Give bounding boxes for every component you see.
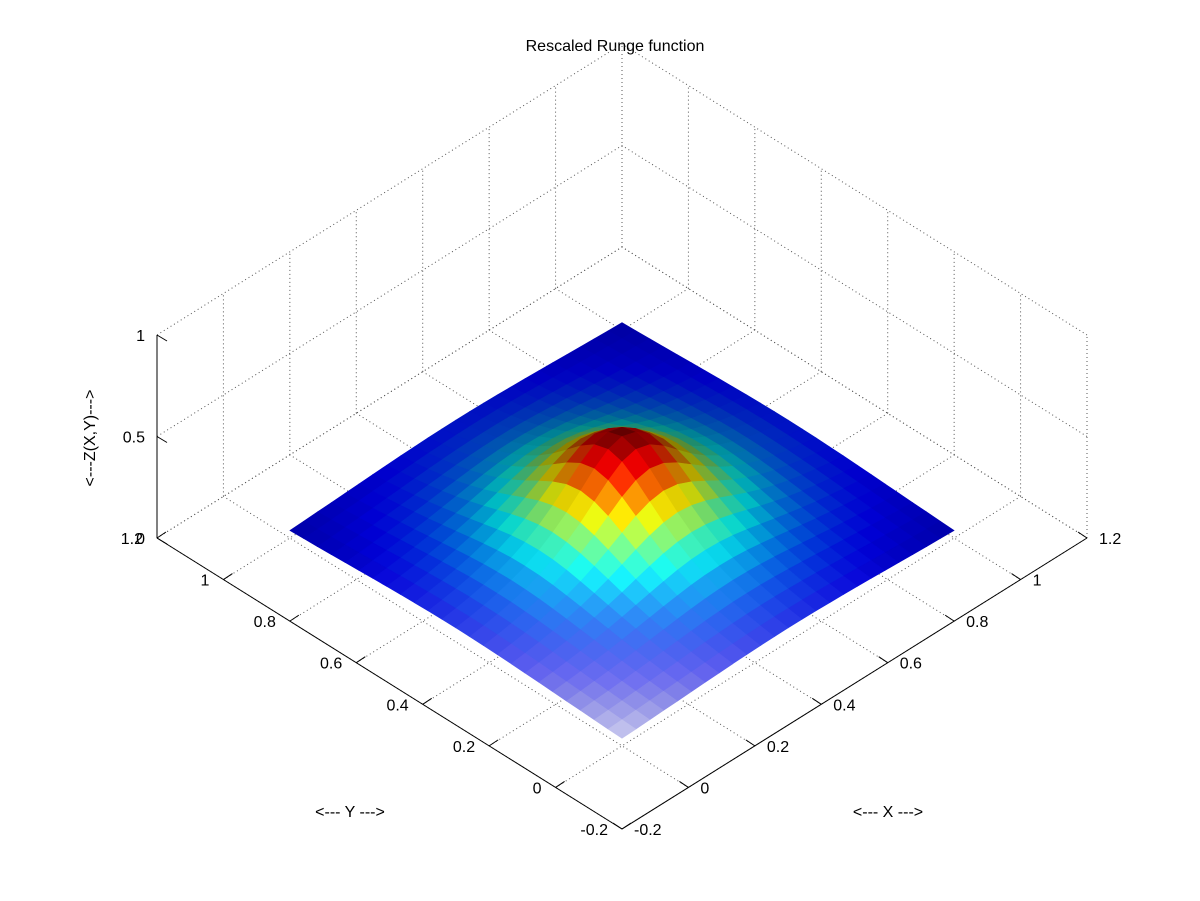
x-tick xyxy=(944,614,955,622)
x-tick xyxy=(878,656,888,664)
y-tick xyxy=(555,781,565,788)
z-tick xyxy=(156,537,168,545)
z-axis-label: <---Z(X,Y)---> xyxy=(82,390,99,487)
y-tick xyxy=(156,531,167,539)
wall-gridline-z xyxy=(621,43,1088,336)
surface-layer xyxy=(289,322,955,739)
y-axis-label: <--- Y ---> xyxy=(315,804,385,821)
x-tick xyxy=(1077,531,1088,539)
x-tick-label: 1.2 xyxy=(1099,531,1121,548)
y-tick xyxy=(621,822,632,830)
x-axis-line xyxy=(621,537,1088,830)
tick-labels: -0.2 0 0.2 0.4 0.6 0.8 1 1.2 -0.2 0 0.2 0.4 0.6 0.8 1 1… xyxy=(121,328,1122,839)
y-tick xyxy=(223,573,233,580)
x-tick-label: 0.8 xyxy=(966,614,988,631)
x-tick-label: 0 xyxy=(700,780,709,797)
x-tick xyxy=(745,739,756,747)
y-tick-label: 0.2 xyxy=(453,739,475,756)
x-tick xyxy=(679,781,689,788)
surface-patch xyxy=(607,719,637,739)
z-tick-label: 0 xyxy=(136,531,145,548)
x-tick xyxy=(812,697,822,705)
y-axis-line xyxy=(156,537,623,830)
x-tick-label: 0.2 xyxy=(767,739,789,756)
y-tick-label: 0.6 xyxy=(320,656,342,673)
z-tick xyxy=(156,334,168,342)
z-tick xyxy=(156,436,168,443)
x-axis-label: <--- X ---> xyxy=(853,804,923,821)
z-tick-label: 0.5 xyxy=(123,430,145,447)
y-tick-label: 1.2 xyxy=(121,531,143,548)
z-tick-label: 1 xyxy=(136,328,145,345)
x-tick-label: 0.4 xyxy=(833,697,855,714)
y-tick xyxy=(488,739,499,747)
wall-gridline-z xyxy=(156,43,623,336)
x-tick-label: 0.6 xyxy=(900,656,922,673)
y-tick-label: 1 xyxy=(201,573,210,590)
y-tick-label: 0.4 xyxy=(386,697,408,714)
axis-layer xyxy=(156,334,1088,830)
chart-title: Rescaled Runge function xyxy=(526,38,705,55)
y-tick-label: 0.8 xyxy=(254,614,276,631)
x-tick-label: -0.2 xyxy=(634,822,662,839)
y-tick xyxy=(422,697,432,705)
y-tick xyxy=(289,614,300,622)
x-tick-label: 1 xyxy=(1033,573,1042,590)
y-tick-label: -0.2 xyxy=(580,822,608,839)
x-tick xyxy=(1011,573,1021,580)
x-tick xyxy=(612,822,623,830)
y-tick-label: 0 xyxy=(533,780,542,797)
y-tick xyxy=(356,656,366,664)
